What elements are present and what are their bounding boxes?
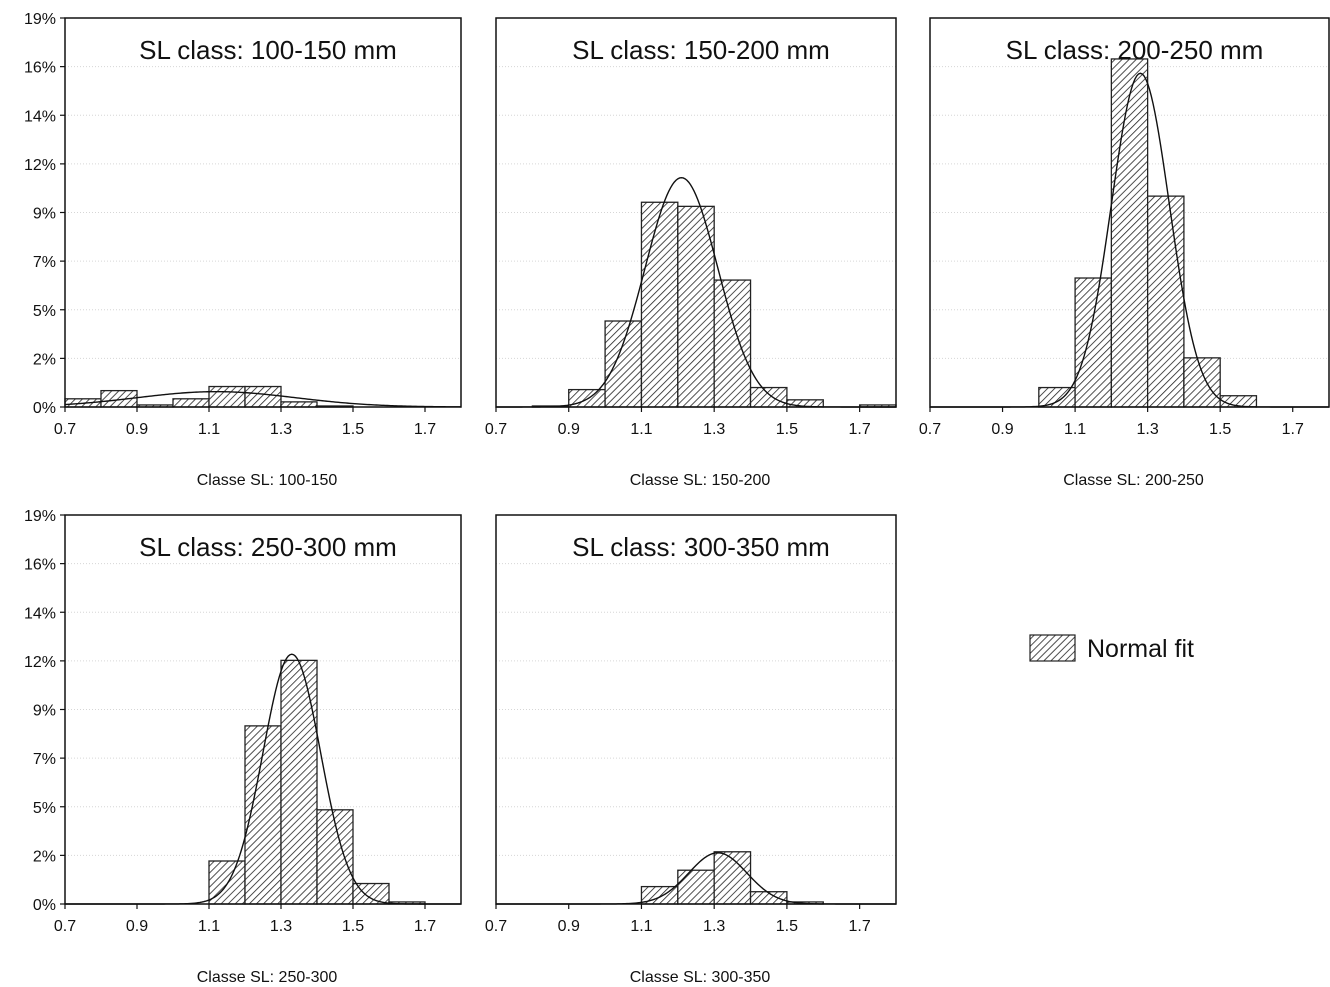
legend-label: Normal fit (1087, 635, 1194, 663)
x-tick-label: 1.5 (776, 918, 798, 935)
y-tick-label: 5% (33, 303, 56, 320)
chart-panel: 0.7 0.9 1.1 1.3 1.5 1.7 SL class: 150-200 mm Cl… (485, 17, 897, 489)
y-tick-label: 16% (24, 60, 56, 77)
legend-swatch (1029, 634, 1076, 662)
histogram-bar (208, 385, 246, 408)
plot-frame (495, 17, 897, 408)
histogram-bar (244, 385, 282, 408)
x-tick-label: 0.7 (54, 421, 76, 438)
histogram-bar (749, 386, 788, 408)
panel-title: SL class: 250-300 mm (139, 532, 397, 562)
x-tick-label: 1.1 (1064, 421, 1086, 438)
x-tick-label: 0.7 (919, 421, 941, 438)
histogram-bar (1074, 277, 1113, 408)
histogram-bar (1183, 357, 1221, 408)
x-tick-label: 1.7 (414, 918, 436, 935)
histogram-bar (640, 201, 679, 408)
x-tick-label: 1.3 (270, 421, 292, 438)
y-tick-label: 9% (33, 206, 56, 223)
x-axis-label: Classe SL: 250-300 (197, 969, 338, 986)
histogram-bar (172, 398, 210, 408)
chart-panel: 0.7 0.9 1.1 1.3 1.5 1.7 SL class: 300-350 mm Cl… (485, 514, 897, 986)
x-tick-label: 0.7 (54, 918, 76, 935)
x-tick-label: 1.3 (703, 421, 725, 438)
x-tick-label: 0.9 (558, 918, 580, 935)
x-tick-label: 0.9 (126, 421, 148, 438)
y-tick-label: 14% (24, 108, 56, 125)
histogram-bar (1110, 58, 1149, 408)
x-tick-label: 1.3 (1137, 421, 1159, 438)
y-tick-label: 19% (24, 11, 56, 28)
x-tick-label: 1.7 (849, 918, 871, 935)
y-tick-label: 2% (33, 848, 56, 865)
panel-title: SL class: 150-200 mm (572, 35, 830, 65)
y-tick-label: 7% (33, 751, 56, 768)
x-tick-label: 0.9 (558, 421, 580, 438)
x-tick-label: 0.9 (126, 918, 148, 935)
histogram-bar (604, 320, 643, 408)
x-axis-label: Classe SL: 100-150 (197, 472, 338, 489)
x-tick-label: 1.3 (270, 918, 292, 935)
y-tick-label: 5% (33, 800, 56, 817)
y-tick-label: 7% (33, 254, 56, 271)
x-tick-label: 1.5 (1209, 421, 1231, 438)
x-tick-label: 1.5 (776, 421, 798, 438)
histogram-bar (713, 279, 752, 408)
chart-panel: 0.7 0.9 1.1 1.3 1.5 1.7 SL class: 200-250 mm Cl… (919, 17, 1330, 489)
normal-fit-curve (64, 390, 462, 408)
y-tick-label: 12% (24, 157, 56, 174)
x-tick-label: 0.9 (991, 421, 1013, 438)
x-tick-label: 1.3 (703, 918, 725, 935)
plot-frame (495, 514, 897, 905)
y-tick-label: 9% (33, 703, 56, 720)
y-tick-label: 0% (33, 897, 56, 914)
histogram-bar (280, 401, 318, 408)
panel-title: SL class: 100-150 mm (139, 35, 397, 65)
histogram-bar (280, 659, 318, 905)
y-tick-label: 16% (24, 557, 56, 574)
chart-panel: 0.7 0.9 1.1 1.3 1.5 1.7 0% 2% 5% 7% 9% 12% 14% 16% 19%… (24, 11, 462, 489)
x-tick-label: 1.7 (1282, 421, 1304, 438)
x-tick-label: 0.7 (485, 421, 507, 438)
x-tick-label: 1.7 (849, 421, 871, 438)
x-tick-label: 0.7 (485, 918, 507, 935)
histogram-bar (677, 869, 715, 905)
chart-panel: 0.7 0.9 1.1 1.3 1.5 1.7 0% 2% 5% 7% 9% 12% 14% 16% 19%… (24, 508, 462, 986)
panel-title: SL class: 300-350 mm (572, 532, 830, 562)
y-tick-label: 0% (33, 400, 56, 417)
y-tick-label: 14% (24, 605, 56, 622)
x-tick-label: 1.1 (630, 918, 652, 935)
plot-frame (929, 17, 1330, 408)
x-tick-label: 1.1 (630, 421, 652, 438)
y-tick-label: 19% (24, 508, 56, 525)
x-tick-label: 1.1 (198, 918, 220, 935)
x-tick-label: 1.5 (342, 421, 364, 438)
histogram-bar (1146, 195, 1185, 408)
legend: Normal fit (1029, 634, 1194, 663)
x-axis-label: Classe SL: 200-250 (1063, 472, 1204, 489)
panel-title: SL class: 200-250 mm (1006, 35, 1264, 65)
y-tick-label: 2% (33, 351, 56, 368)
x-tick-label: 1.5 (342, 918, 364, 935)
y-tick-label: 12% (24, 654, 56, 671)
x-axis-label: Classe SL: 300-350 (630, 969, 771, 986)
x-tick-label: 1.1 (198, 421, 220, 438)
x-tick-label: 1.7 (414, 421, 436, 438)
x-axis-label: Classe SL: 150-200 (630, 472, 771, 489)
